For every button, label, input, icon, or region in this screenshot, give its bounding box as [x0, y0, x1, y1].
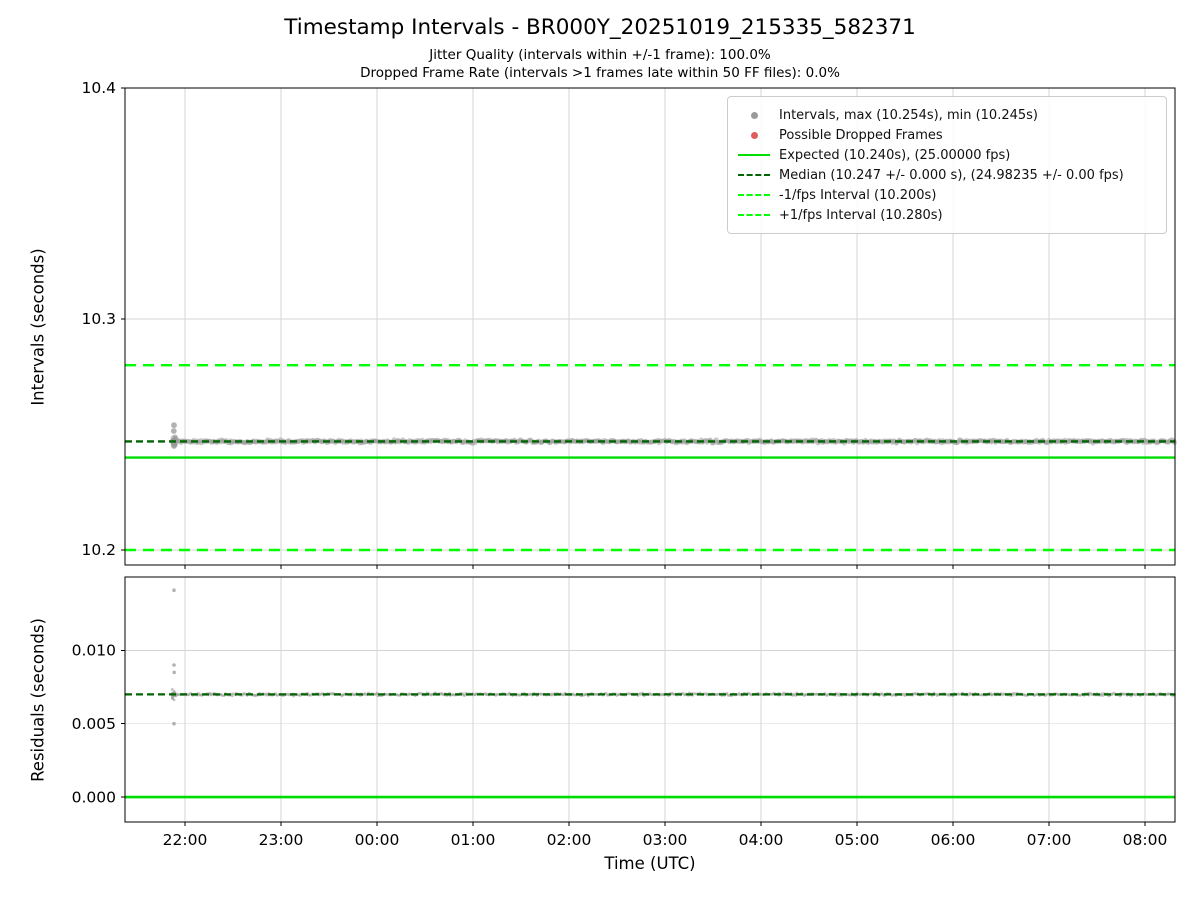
red-dot-marker-icon [738, 131, 770, 139]
x-tick-label: 04:00 [739, 831, 784, 849]
intervals-outlier-point [171, 422, 177, 429]
residuals-scatter-point [172, 698, 176, 702]
intervals-outlier-point [171, 443, 177, 449]
dashed-green-line-marker-icon [738, 194, 770, 196]
solid-green-line-marker-icon [738, 154, 770, 156]
y-tick-label: 0.005 [72, 715, 116, 733]
legend: Intervals, max (10.254s), min (10.245s) P… [727, 96, 1167, 234]
intervals-axes-frame [124, 87, 1176, 566]
x-tick-label: 02:00 [547, 831, 592, 849]
dashed-green-line-marker-icon [738, 214, 770, 216]
x-tick-label: 23:00 [259, 831, 304, 849]
x-tick-label: 08:00 [1123, 831, 1168, 849]
residuals-scatter-point [375, 691, 379, 695]
residuals-scatter-point [804, 693, 808, 696]
x-tick-label: 22:00 [163, 831, 208, 849]
x-tick-label: 06:00 [931, 831, 976, 849]
x-tick-label: 00:00 [355, 831, 400, 849]
legend-entry: Possible Dropped Frames [738, 125, 1156, 145]
gray-dot-marker-icon [738, 111, 770, 119]
legend-label: +1/fps Interval (10.280s) [779, 207, 943, 223]
legend-entry: +1/fps Interval (10.280s) [738, 205, 1156, 225]
residuals-y-axis-label: Residuals (seconds) [28, 618, 48, 782]
residuals-scatter-point [385, 693, 388, 696]
dashed-darkgreen-line-marker-icon [738, 174, 770, 176]
residuals-plot-background [125, 577, 1175, 822]
legend-label: Expected (10.240s), (25.00000 fps) [779, 147, 1011, 163]
residuals-outlier-point [172, 721, 176, 726]
legend-entry: Expected (10.240s), (25.00000 fps) [738, 145, 1156, 165]
y-tick-label: 10.2 [81, 541, 116, 559]
x-axis-label: Time (UTC) [604, 854, 696, 873]
residuals-outlier-point [172, 670, 176, 675]
figure-title: Timestamp Intervals - BR000Y_20251019_21… [284, 15, 916, 40]
dropped-frame-rate-subtitle: Dropped Frame Rate (intervals >1 frames … [360, 65, 840, 81]
residuals-scatter-point [463, 694, 466, 697]
y-tick-label: 0.010 [72, 642, 116, 660]
x-tick-label: 05:00 [835, 831, 880, 849]
legend-entry: Intervals, max (10.254s), min (10.245s) [738, 105, 1156, 125]
residuals-outlier-point [172, 663, 176, 667]
y-tick-label: 10.4 [81, 79, 116, 97]
residuals-scatter-point [170, 688, 174, 691]
legend-label: -1/fps Interval (10.200s) [779, 187, 937, 203]
intervals-outlier-point [170, 428, 177, 434]
y-tick-label: 0.000 [72, 788, 116, 806]
legend-entry: Median (10.247 +/- 0.000 s), (24.98235 +… [738, 165, 1156, 185]
intervals-y-axis-label: Intervals (seconds) [28, 248, 48, 406]
x-tick-label: 07:00 [1027, 831, 1072, 849]
y-tick-label: 10.3 [81, 310, 116, 328]
x-tick-label: 01:00 [451, 831, 496, 849]
residuals-axes-frame [124, 576, 1176, 823]
x-tick-label: 03:00 [643, 831, 688, 849]
legend-label: Possible Dropped Frames [779, 127, 943, 143]
legend-label: Intervals, max (10.254s), min (10.245s) [779, 107, 1038, 123]
legend-entry: -1/fps Interval (10.200s) [738, 185, 1156, 205]
residuals-outlier-point [172, 588, 176, 592]
jitter-quality-subtitle: Jitter Quality (intervals within +/-1 fr… [429, 47, 771, 63]
legend-label: Median (10.247 +/- 0.000 s), (24.98235 +… [779, 167, 1124, 183]
